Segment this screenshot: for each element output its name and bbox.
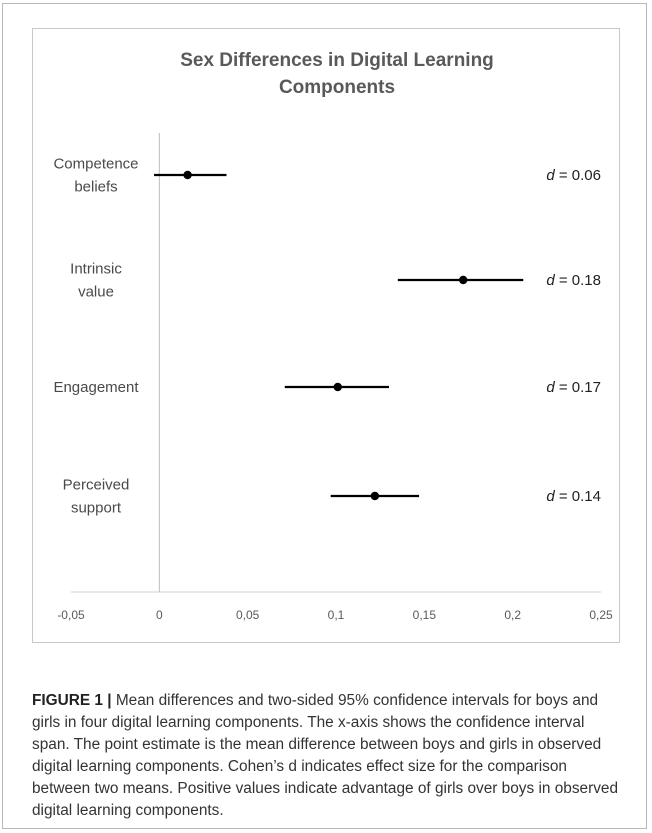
chart-title-line-2: Components (279, 77, 395, 98)
chart-title-line-1: Sex Differences in Digital Learning (180, 50, 494, 71)
figure-frame: Sex Differences in Digital Learning Comp… (2, 3, 647, 829)
chart-area: Sex Differences in Digital Learning Comp… (32, 28, 620, 643)
effect-size-label: d = 0.06 (546, 167, 601, 184)
x-tick-label: 0,1 (328, 608, 345, 622)
effect-size-label: d = 0.17 (546, 379, 601, 396)
point-estimate-marker (183, 170, 192, 180)
x-tick-label: 0,15 (413, 608, 437, 622)
effect-size-value: = 0.17 (555, 379, 601, 396)
caption-label: FIGURE 1 | (32, 692, 112, 709)
category-label: beliefs (74, 179, 117, 196)
effect-size-value: = 0.18 (555, 272, 601, 289)
point-estimate-marker (459, 275, 468, 285)
category-label: Engagement (53, 379, 139, 396)
point-estimate-marker (370, 491, 380, 501)
effect-size-symbol: d (546, 167, 555, 184)
effect-size-symbol: d (546, 379, 555, 396)
category-label: Competence (53, 156, 138, 173)
point-estimate-marker (333, 382, 342, 392)
effect-size-symbol: d (546, 488, 555, 505)
x-tick-label: 0,25 (589, 608, 613, 622)
x-tick-label: 0,2 (504, 608, 521, 622)
category-label: Perceived (63, 477, 130, 494)
effect-size-value: = 0.06 (555, 167, 601, 184)
figure-caption: FIGURE 1 | Mean differences and two-side… (32, 690, 622, 822)
effect-size-symbol: d (546, 272, 555, 289)
x-tick-label: 0,05 (236, 608, 260, 622)
category-label: Intrinsic (70, 261, 122, 278)
category-label: value (78, 284, 114, 301)
effect-size-label: d = 0.14 (546, 488, 601, 505)
forest-plot: Sex Differences in Digital Learning Comp… (53, 50, 613, 622)
effect-size-value: = 0.14 (555, 488, 601, 505)
x-tick-label: -0,05 (57, 608, 85, 622)
caption-text: Mean differences and two-sided 95% confi… (32, 692, 619, 819)
category-label: support (71, 500, 122, 517)
x-tick-label: 0 (156, 608, 163, 622)
effect-size-label: d = 0.18 (546, 272, 601, 289)
